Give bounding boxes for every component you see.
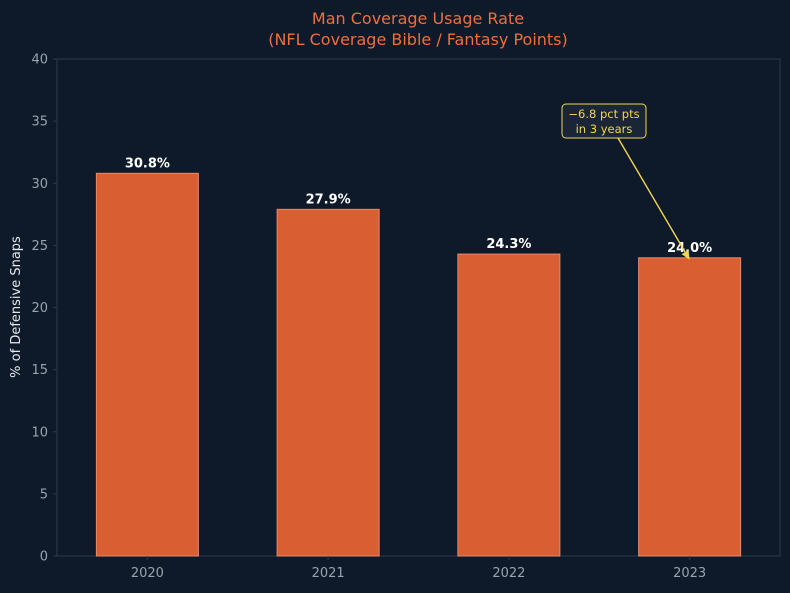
bar-2020 (95, 172, 199, 557)
y-tick-label: 0 (40, 550, 48, 565)
data-label: 24.3% (486, 237, 531, 252)
bar-2023 (638, 257, 742, 557)
chart-title: Man Coverage Usage Rate (312, 9, 524, 28)
bar-2022 (457, 253, 561, 557)
x-tick-label: 2021 (312, 566, 345, 581)
annotation-arrow (617, 137, 686, 253)
x-tick-label: 2020 (131, 566, 164, 581)
x-tick-label: 2023 (673, 566, 706, 581)
chart-subtitle: (NFL Coverage Bible / Fantasy Points) (268, 30, 568, 49)
y-tick-label: 15 (31, 363, 48, 378)
plot-area: 0 5 10 15 20 25 30 35 40 2020 30.8% 2021 27.9% 2022 24… (31, 53, 781, 581)
y-tick-label: 30 (31, 177, 48, 192)
annotation-text: −6.8 pct pts (568, 107, 639, 121)
data-label: 24.0% (667, 241, 712, 256)
y-tick-label: 5 (40, 487, 48, 502)
y-tick-label: 35 (31, 115, 48, 130)
annotation-text: in 3 years (576, 122, 633, 136)
data-label: 27.9% (306, 192, 351, 207)
y-tick-label: 20 (31, 301, 48, 316)
y-tick-label: 40 (31, 53, 48, 68)
data-label: 30.8% (125, 156, 170, 171)
annotation-arrowhead (681, 250, 690, 260)
bar-2021 (276, 208, 380, 557)
x-tick-label: 2022 (492, 566, 525, 581)
y-tick-label: 25 (31, 239, 48, 254)
y-tick-label: 10 (31, 425, 48, 440)
annotation-box (561, 103, 647, 139)
y-axis-label: % of Defensive Snaps (9, 236, 24, 378)
